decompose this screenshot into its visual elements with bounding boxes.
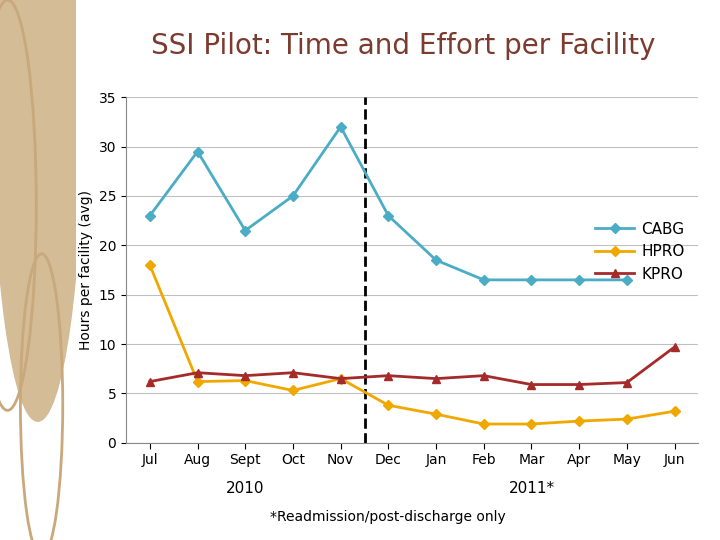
Text: SSI Pilot: Time and Effort per Facility: SSI Pilot: Time and Effort per Facility [151,32,655,60]
Text: *Readmission/post-discharge only: *Readmission/post-discharge only [271,510,506,524]
Text: 2011*: 2011* [508,481,554,496]
Legend: CABG, HPRO, KPRO: CABG, HPRO, KPRO [590,215,690,288]
Y-axis label: Hours per facility (avg): Hours per facility (avg) [79,190,93,350]
Circle shape [0,0,84,421]
Text: 2010: 2010 [226,481,264,496]
